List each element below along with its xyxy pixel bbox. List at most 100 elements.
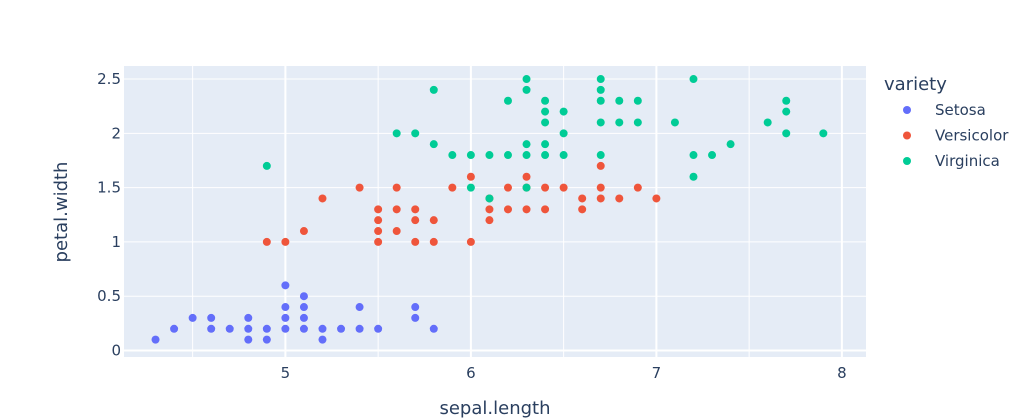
data-point — [596, 151, 605, 160]
legend-label: Versicolor — [935, 127, 1009, 145]
data-point — [374, 216, 383, 225]
legend: variety Setosa Versicolor Virginica — [884, 74, 1009, 170]
data-point — [522, 151, 531, 160]
data-point — [782, 107, 791, 116]
data-point — [503, 96, 512, 105]
legend-label: Virginica — [935, 152, 1000, 170]
data-point — [466, 237, 475, 246]
data-point — [262, 161, 271, 170]
data-point — [596, 194, 605, 203]
data-point — [503, 183, 512, 192]
legend-title: variety — [884, 74, 947, 95]
data-point — [374, 237, 383, 246]
data-point — [262, 324, 271, 333]
data-point — [299, 303, 308, 312]
data-point — [355, 183, 364, 192]
plot-background — [124, 66, 866, 357]
data-point — [429, 237, 438, 246]
legend-marker — [903, 157, 911, 165]
data-point — [466, 151, 475, 160]
data-point — [355, 303, 364, 312]
data-point — [411, 205, 420, 214]
data-point — [374, 324, 383, 333]
y-tick-label: 1.5 — [97, 179, 121, 197]
data-point — [596, 118, 605, 127]
data-point — [151, 335, 160, 344]
data-point — [522, 183, 531, 192]
data-point — [466, 172, 475, 181]
data-point — [485, 194, 494, 203]
series-setosa — [151, 281, 438, 344]
data-point — [559, 183, 568, 192]
data-point — [429, 216, 438, 225]
data-point — [541, 205, 550, 214]
data-point — [262, 335, 271, 344]
data-point — [429, 140, 438, 149]
data-point — [281, 313, 290, 322]
data-point — [522, 140, 531, 149]
legend-item-virginica[interactable]: Virginica — [903, 152, 1000, 170]
data-point — [708, 151, 717, 160]
data-point — [689, 151, 698, 160]
data-point — [281, 281, 290, 290]
data-point — [615, 96, 624, 105]
data-point — [170, 324, 179, 333]
x-axis-ticks: 5 6 7 8 — [281, 364, 847, 382]
data-point — [374, 205, 383, 214]
data-point — [559, 151, 568, 160]
data-point — [188, 313, 197, 322]
data-point — [262, 237, 271, 246]
data-point — [503, 151, 512, 160]
data-point — [225, 324, 234, 333]
legend-label: Setosa — [935, 101, 986, 119]
data-point — [522, 75, 531, 84]
data-point — [503, 205, 512, 214]
data-point — [392, 183, 401, 192]
data-point — [596, 75, 605, 84]
data-point — [485, 151, 494, 160]
data-point — [318, 335, 327, 344]
data-point — [782, 96, 791, 105]
data-point — [615, 118, 624, 127]
data-point — [374, 227, 383, 236]
y-tick-label: 0 — [111, 341, 121, 359]
data-point — [541, 183, 550, 192]
series-virginica — [262, 75, 828, 203]
legend-marker — [903, 131, 911, 140]
data-point — [689, 172, 698, 181]
data-point — [633, 183, 642, 192]
data-point — [448, 183, 457, 192]
data-point — [411, 303, 420, 312]
x-tick-label: 8 — [837, 364, 847, 382]
data-point — [763, 118, 772, 127]
data-point — [522, 205, 531, 214]
data-point — [299, 324, 308, 333]
data-point — [485, 216, 494, 225]
data-point — [244, 313, 253, 322]
data-point — [559, 107, 568, 116]
data-point — [429, 85, 438, 94]
data-point — [596, 183, 605, 192]
data-point — [281, 237, 290, 246]
data-point — [485, 205, 494, 214]
data-point — [522, 172, 531, 181]
data-point — [411, 237, 420, 246]
data-point — [392, 205, 401, 214]
data-point — [782, 129, 791, 138]
data-points — [151, 75, 828, 344]
data-point — [633, 118, 642, 127]
data-point — [207, 313, 216, 322]
data-point — [633, 96, 642, 105]
data-point — [429, 324, 438, 333]
legend-item-setosa[interactable]: Setosa — [903, 101, 986, 119]
legend-item-versicolor[interactable]: Versicolor — [903, 127, 1009, 145]
data-point — [281, 324, 290, 333]
data-point — [670, 118, 679, 127]
data-point — [392, 227, 401, 236]
x-tick-label: 6 — [466, 364, 476, 382]
data-point — [596, 161, 605, 170]
x-tick-label: 7 — [652, 364, 662, 382]
data-point — [689, 75, 698, 84]
data-point — [337, 324, 346, 333]
